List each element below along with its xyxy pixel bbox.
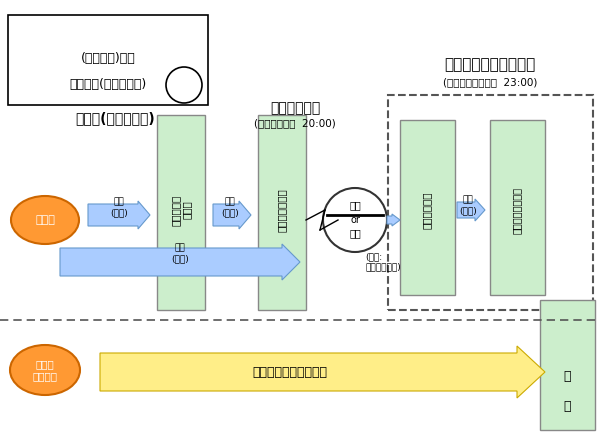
FancyArrow shape: [387, 214, 400, 226]
FancyArrow shape: [88, 201, 150, 229]
Text: 鉄道: 鉄道: [349, 228, 361, 238]
Text: (経路:
泉北高速鉄道): (経路: 泉北高速鉄道): [365, 252, 401, 272]
Text: バス等の借り上げ車両: バス等の借り上げ車両: [253, 365, 328, 378]
Text: 〜: 〜: [563, 370, 571, 383]
Text: (原則): (原則): [171, 254, 189, 263]
Text: (原則): (原則): [221, 208, 239, 217]
Text: （光明池駅）: （光明池駅）: [422, 191, 432, 229]
FancyBboxPatch shape: [8, 15, 208, 105]
FancyArrow shape: [213, 201, 251, 229]
Circle shape: [166, 67, 202, 103]
Text: 避難先地域（南　区）: 避難先地域（南 区）: [445, 57, 536, 72]
FancyArrow shape: [457, 199, 485, 221]
Text: 市民等: 市民等: [35, 215, 55, 225]
Circle shape: [323, 188, 387, 252]
Ellipse shape: [10, 345, 80, 395]
FancyBboxPatch shape: [258, 115, 306, 310]
Text: (原則): (原則): [110, 208, 128, 217]
Text: (原則): (原則): [459, 207, 477, 216]
Text: （美木多小学校）: （美木多小学校）: [512, 187, 522, 233]
FancyBboxPatch shape: [490, 120, 545, 295]
Text: 徒歩: 徒歩: [224, 197, 235, 207]
Text: 徒歩: 徒歩: [175, 243, 185, 253]
Text: 徒歩: 徒歩: [463, 195, 473, 204]
Text: 災害時
要援護者: 災害時 要援護者: [32, 359, 58, 381]
Text: (目標集合時刻  20:00): (目標集合時刻 20:00): [254, 118, 336, 128]
FancyBboxPatch shape: [540, 300, 595, 430]
Text: （中百舌鳥駅）: （中百舌鳥駅）: [277, 188, 287, 232]
Text: 一時集合場所: 一時集合場所: [270, 101, 320, 115]
FancyBboxPatch shape: [400, 120, 455, 295]
Text: 避難手段(バス－鉄道): 避難手段(バス－鉄道): [70, 79, 146, 92]
Text: 〜: 〜: [563, 400, 571, 413]
Ellipse shape: [11, 196, 79, 244]
FancyBboxPatch shape: [157, 115, 205, 310]
Text: （百舌鳥）
小学校: （百舌鳥） 小学校: [170, 194, 192, 226]
FancyArrow shape: [60, 244, 300, 280]
Text: 避難所(必要な場合): 避難所(必要な場合): [75, 111, 155, 125]
FancyBboxPatch shape: [388, 95, 593, 310]
Text: (百舌鳥小)校区: (百舌鳥小)校区: [80, 52, 136, 65]
Text: or: or: [350, 215, 360, 225]
FancyArrow shape: [100, 346, 545, 398]
Text: バス: バス: [349, 200, 361, 210]
Text: 徒歩: 徒歩: [113, 197, 124, 207]
Text: (目標移動完了時刻  23:00): (目標移動完了時刻 23:00): [443, 77, 537, 87]
